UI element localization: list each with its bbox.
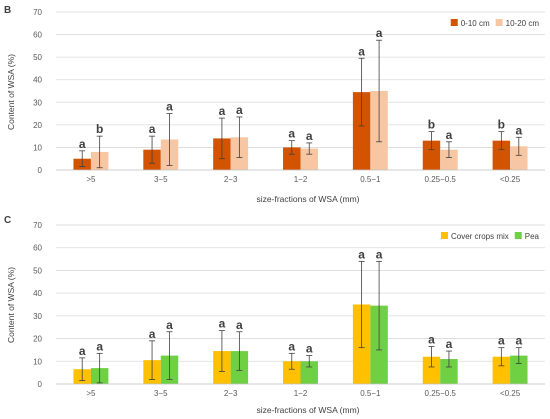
significance-letter: a bbox=[219, 317, 226, 331]
y-tick-label: 0 bbox=[38, 380, 43, 389]
significance-letter: a bbox=[515, 334, 522, 348]
legend-label: Cover crops mix bbox=[451, 232, 509, 241]
significance-letter: a bbox=[358, 44, 365, 58]
legend-c: Pea Cover crops mix bbox=[440, 232, 540, 241]
bar-c-series2 bbox=[440, 359, 458, 384]
significance-letter: b bbox=[498, 118, 505, 132]
y-tick-label: 60 bbox=[33, 244, 42, 253]
significance-letter: a bbox=[446, 128, 453, 142]
bar-c-series2 bbox=[300, 361, 318, 384]
bar-c-series2 bbox=[510, 355, 528, 384]
significance-letter: a bbox=[288, 127, 295, 141]
significance-letter: a bbox=[166, 100, 173, 114]
x-tick-label: 1−2 bbox=[294, 389, 308, 398]
bar-b-series2 bbox=[510, 146, 528, 170]
x-tick-label: 3−5 bbox=[154, 389, 168, 398]
x-tick-label: 2−3 bbox=[224, 389, 238, 398]
x-tick-label: 0.5−1 bbox=[360, 175, 381, 184]
x-tick-label: >5 bbox=[86, 389, 96, 398]
bar-c-series1 bbox=[422, 356, 441, 384]
significance-letter: a bbox=[236, 103, 243, 117]
x-tick-label: <0.25 bbox=[500, 175, 521, 184]
y-axis-title-c: Content of WSA (%) bbox=[6, 267, 16, 343]
significance-letter: a bbox=[149, 327, 156, 341]
x-tick-label: 0.25−0.5 bbox=[425, 389, 457, 398]
y-tick-label: 40 bbox=[33, 76, 42, 85]
legend-label: 10-20 cm bbox=[506, 19, 540, 28]
significance-letter: a bbox=[376, 26, 383, 40]
y-tick-label: 20 bbox=[33, 335, 42, 344]
significance-letter: a bbox=[515, 123, 522, 137]
bar-b-series2 bbox=[300, 148, 318, 170]
y-axis-title-b: Content of WSA (%) bbox=[6, 54, 16, 130]
y-tick-label: 50 bbox=[33, 53, 42, 62]
y-tick-label: 0 bbox=[38, 166, 43, 175]
legend-swatch bbox=[450, 19, 458, 26]
y-tick-label: 60 bbox=[33, 31, 42, 40]
y-tick-label: 10 bbox=[33, 143, 42, 152]
panel-label-c: C bbox=[4, 215, 11, 226]
chart-panel-b: B Content of WSA (%) size-fractions of W… bbox=[4, 5, 545, 204]
significance-letter: b bbox=[428, 118, 435, 132]
significance-letter: a bbox=[376, 247, 383, 261]
significance-letter: a bbox=[149, 122, 156, 136]
legend-swatch bbox=[440, 232, 448, 239]
legend-b: 10-20 cm 0-10 cm bbox=[450, 19, 540, 28]
legend-swatch bbox=[514, 232, 522, 239]
x-tick-label: 0.5−1 bbox=[360, 389, 381, 398]
significance-letter: a bbox=[306, 129, 313, 143]
y-tick-label: 70 bbox=[33, 221, 42, 230]
x-axis-title-c: size-fractions of WSA (mm) bbox=[257, 405, 360, 415]
legend-swatch bbox=[495, 19, 503, 26]
chart-panel-c: C Content of WSA (%) size-fractions of W… bbox=[4, 215, 545, 415]
significance-letter: a bbox=[288, 339, 295, 353]
bar-b-series2 bbox=[440, 149, 458, 170]
significance-letter: a bbox=[96, 339, 103, 353]
significance-letter: a bbox=[219, 104, 226, 118]
x-tick-label: 0.25−0.5 bbox=[425, 175, 457, 184]
bar-b-series1 bbox=[422, 140, 441, 170]
significance-letter: a bbox=[428, 333, 435, 347]
significance-letter: a bbox=[446, 337, 453, 351]
x-tick-label: 3−5 bbox=[154, 175, 168, 184]
y-tick-label: 40 bbox=[33, 289, 42, 298]
y-tick-label: 20 bbox=[33, 121, 42, 130]
significance-letter: b bbox=[96, 122, 103, 136]
x-tick-label: <0.25 bbox=[500, 389, 521, 398]
y-tick-label: 30 bbox=[33, 98, 42, 107]
x-axis-title-b: size-fractions of WSA (mm) bbox=[257, 194, 360, 204]
bar-c-series1 bbox=[492, 356, 511, 384]
bar-b-series1 bbox=[352, 92, 371, 170]
significance-letter: a bbox=[236, 318, 243, 332]
bar-c-series1 bbox=[283, 361, 301, 384]
y-tick-label: 10 bbox=[33, 357, 42, 366]
bar-b-series1 bbox=[492, 140, 511, 170]
significance-letter: a bbox=[79, 344, 86, 358]
legend-label: 0-10 cm bbox=[461, 19, 490, 28]
significance-letter: a bbox=[166, 318, 173, 332]
y-tick-label: 30 bbox=[33, 312, 42, 321]
x-tick-label: >5 bbox=[86, 175, 96, 184]
y-tick-label: 70 bbox=[33, 8, 42, 17]
panel-label-b: B bbox=[4, 5, 11, 16]
x-tick-label: 2−3 bbox=[224, 175, 238, 184]
x-tick-label: 1−2 bbox=[294, 175, 308, 184]
y-tick-label: 50 bbox=[33, 266, 42, 275]
significance-letter: a bbox=[79, 137, 86, 151]
significance-letter: a bbox=[358, 247, 365, 261]
significance-letter: a bbox=[306, 342, 313, 356]
significance-letter: a bbox=[498, 334, 505, 348]
legend-label: Pea bbox=[525, 232, 540, 241]
bar-b-series1 bbox=[283, 147, 301, 170]
